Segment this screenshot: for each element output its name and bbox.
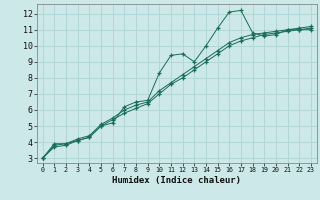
X-axis label: Humidex (Indice chaleur): Humidex (Indice chaleur) bbox=[112, 176, 241, 185]
